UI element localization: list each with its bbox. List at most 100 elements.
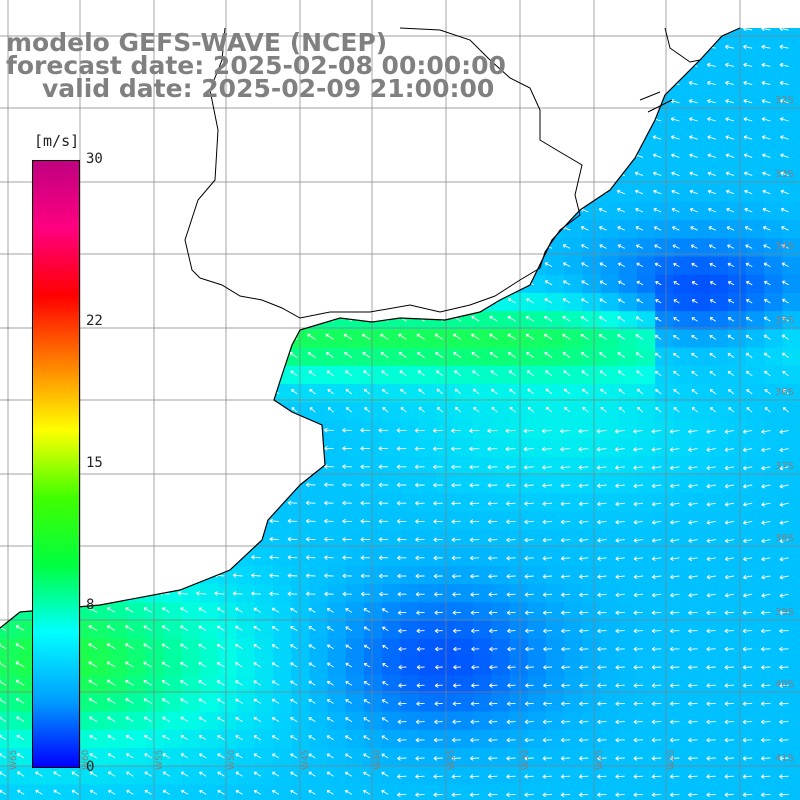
wind-cell (382, 220, 401, 239)
wind-cell (473, 566, 492, 585)
wind-cell (764, 784, 784, 800)
wind-cell (345, 456, 365, 476)
wind-cell (728, 111, 747, 130)
wind-arrow (543, 628, 553, 634)
wind-cell (491, 347, 511, 367)
wind-cell (91, 347, 110, 367)
wind-arrow (307, 244, 316, 249)
wind-arrow (416, 189, 425, 195)
wind-cell (254, 566, 274, 585)
wind-cell (764, 584, 784, 603)
wind-cell (546, 657, 565, 676)
wind-arrow (89, 771, 98, 777)
wind-arrow (143, 661, 152, 668)
wind-arrow (635, 352, 644, 358)
wind-cell (746, 620, 765, 640)
wind-cell (127, 711, 147, 731)
wind-cell (746, 129, 765, 148)
wind-cell (327, 675, 347, 694)
wind-cell (782, 92, 800, 112)
wind-arrow (761, 447, 771, 453)
wind-cell (309, 511, 329, 531)
wind-cell (709, 111, 729, 130)
wind-cell (327, 493, 347, 512)
wind-arrow (235, 662, 243, 668)
wind-arrow (342, 500, 352, 506)
wind-arrow (617, 298, 626, 304)
wind-arrow (724, 755, 735, 761)
wind-cell (400, 256, 420, 276)
wind-cell (364, 529, 383, 549)
wind-arrow (433, 500, 443, 506)
wind-arrow (214, 500, 225, 505)
wind-arrow (579, 683, 589, 688)
wind-cell (491, 748, 511, 767)
wind-arrow (179, 315, 189, 322)
wind-cell (382, 547, 401, 567)
wind-arrow (87, 481, 98, 487)
wind-cell (218, 784, 238, 800)
latitude-label: 32S (775, 95, 794, 106)
wind-cell (527, 547, 547, 567)
wind-arrow (615, 556, 625, 561)
wind-cell (236, 529, 256, 549)
wind-cell (418, 129, 438, 148)
wind-cell (728, 256, 747, 276)
wind-cell (564, 38, 583, 57)
wind-arrow (344, 280, 353, 286)
wind-cell (91, 256, 110, 276)
wind-arrow (270, 333, 280, 340)
wind-arrow (507, 352, 516, 358)
wind-cell (473, 711, 492, 731)
wind-cell (0, 584, 19, 603)
wind-arrow (671, 171, 680, 177)
wind-cell (218, 402, 238, 421)
wind-cell (527, 147, 547, 167)
wind-cell (236, 584, 256, 603)
wind-cell (291, 111, 310, 130)
wind-cell (691, 456, 711, 476)
wind-arrow (615, 28, 625, 32)
wind-arrow (614, 428, 625, 434)
wind-cell (254, 220, 274, 239)
wind-arrow (363, 608, 371, 613)
wind-arrow (673, 262, 680, 267)
wind-cell (527, 420, 547, 440)
wind-cell (600, 384, 620, 403)
wind-cell (273, 748, 292, 767)
wind-arrow (326, 370, 334, 377)
wind-arrow (505, 501, 516, 506)
wind-cell (637, 438, 656, 458)
wind-arrow (727, 262, 735, 268)
wind-arrow (453, 646, 462, 652)
wind-arrow (688, 447, 698, 452)
wind-arrow (598, 171, 607, 177)
wind-cell (400, 129, 420, 148)
wind-arrow (233, 427, 243, 433)
wind-cell (546, 311, 565, 330)
wind-arrow (451, 519, 462, 524)
wind-cell (673, 438, 693, 458)
wind-arrow (417, 262, 425, 268)
wind-arrow (308, 698, 316, 704)
wind-cell (509, 475, 529, 494)
wind-cell (0, 766, 19, 785)
wind-arrow (308, 680, 316, 686)
wind-cell (109, 202, 128, 221)
wind-arrow (469, 555, 480, 561)
wind-arrow (578, 483, 589, 489)
wind-arrow (360, 427, 371, 433)
wind-arrow (542, 465, 553, 470)
wind-arrow (400, 407, 407, 413)
wind-cell (455, 711, 474, 731)
wind-cell (709, 729, 729, 749)
wind-cell (637, 529, 656, 549)
wind-cell (91, 675, 110, 694)
wind-arrow (0, 554, 7, 559)
wind-cell (473, 675, 492, 694)
wind-cell (564, 293, 583, 312)
wind-arrow (196, 572, 207, 578)
wind-arrow (143, 153, 152, 158)
wind-cell (546, 56, 565, 76)
wind-arrow (162, 225, 170, 231)
